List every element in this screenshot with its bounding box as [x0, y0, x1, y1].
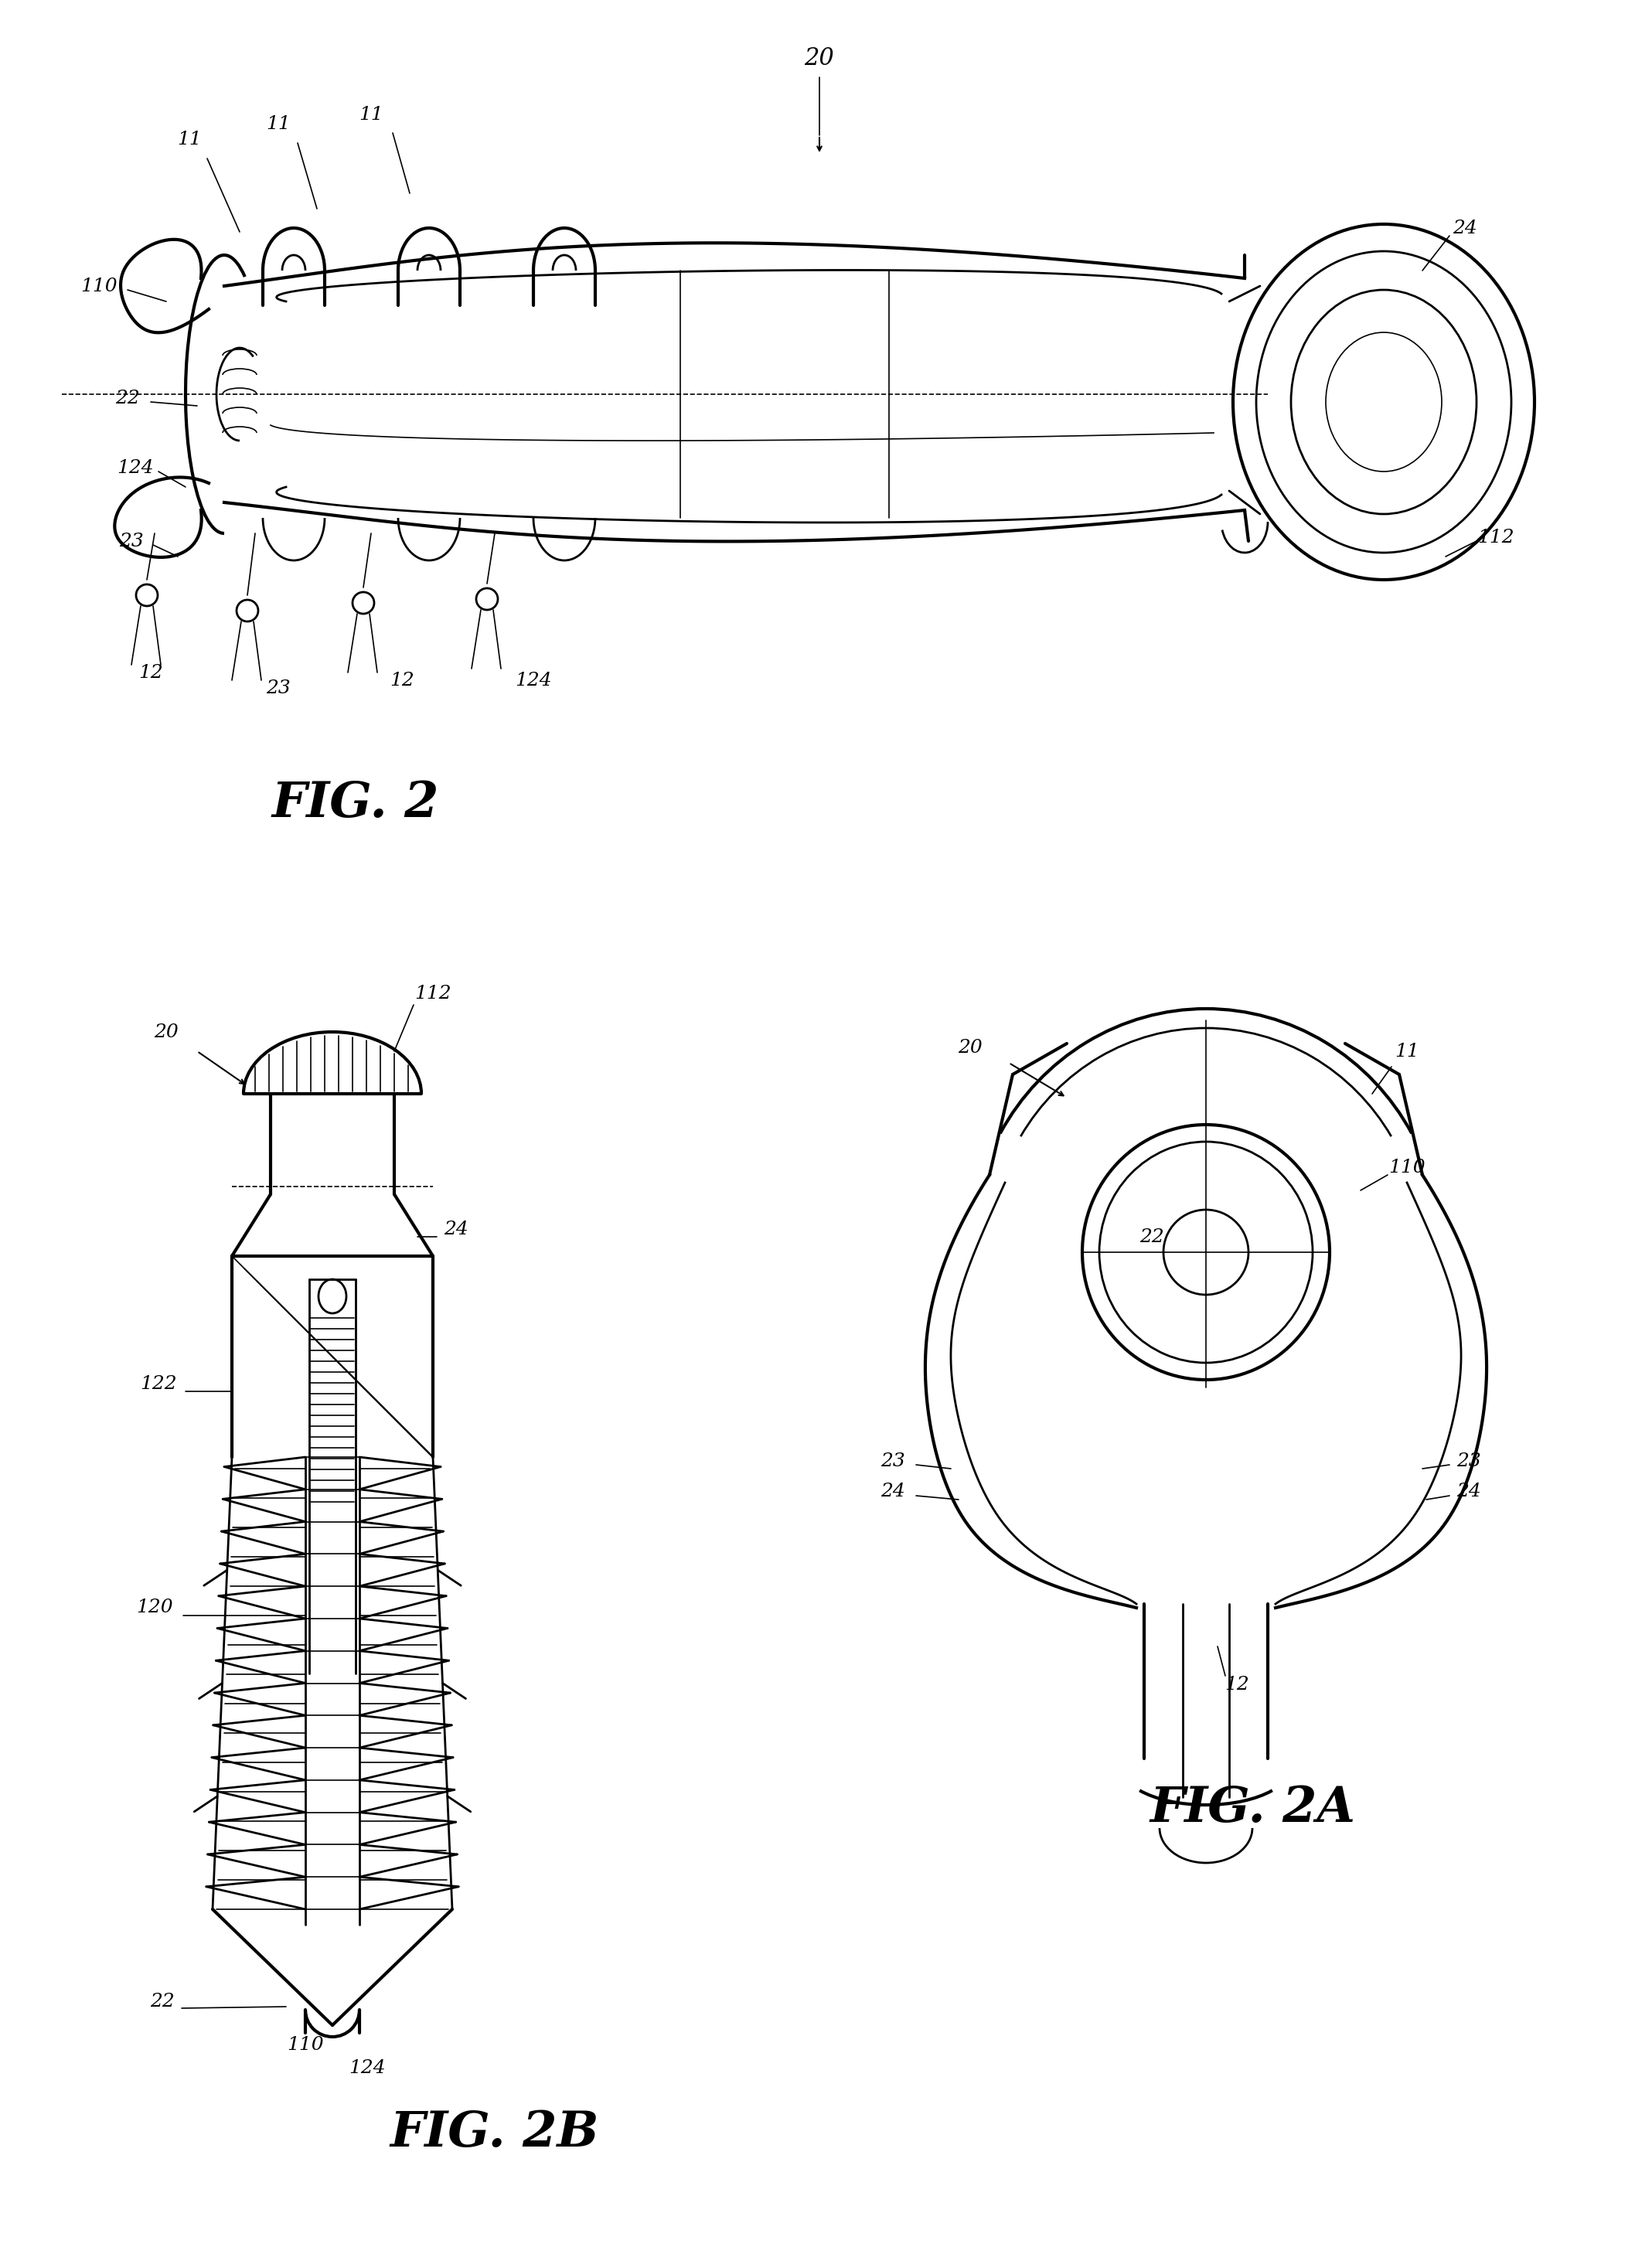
- Text: 124: 124: [117, 460, 154, 476]
- Text: 11: 11: [266, 115, 291, 133]
- Text: 23: 23: [881, 1452, 905, 1470]
- Text: 22: 22: [116, 390, 140, 408]
- Text: 23: 23: [1457, 1452, 1482, 1470]
- Text: FIG. 2A: FIG. 2A: [1150, 1785, 1355, 1833]
- Text: FIG. 2: FIG. 2: [273, 780, 439, 827]
- Text: 11: 11: [358, 106, 383, 124]
- Text: 110: 110: [81, 277, 117, 295]
- Text: 24: 24: [444, 1219, 469, 1237]
- Text: 22: 22: [150, 1993, 175, 2011]
- Text: 112: 112: [1477, 527, 1515, 545]
- Text: 112: 112: [415, 985, 451, 1003]
- Text: 12: 12: [139, 663, 164, 681]
- Text: 110: 110: [287, 2035, 324, 2053]
- Text: 120: 120: [135, 1598, 173, 1616]
- Text: 122: 122: [140, 1375, 177, 1393]
- Text: 20: 20: [154, 1023, 178, 1041]
- Text: 110: 110: [1389, 1159, 1426, 1177]
- Text: 24: 24: [881, 1483, 905, 1501]
- Text: 124: 124: [349, 2058, 385, 2076]
- Text: 24: 24: [1457, 1483, 1482, 1501]
- Text: 20: 20: [958, 1039, 983, 1057]
- Text: 23: 23: [266, 678, 291, 696]
- Text: 11: 11: [177, 131, 202, 149]
- Text: 23: 23: [119, 532, 144, 550]
- Text: FIG. 2B: FIG. 2B: [390, 2110, 600, 2157]
- Text: 24: 24: [1452, 219, 1477, 237]
- Text: 124: 124: [515, 672, 552, 690]
- Text: 22: 22: [1140, 1228, 1165, 1246]
- Text: 12: 12: [390, 672, 415, 690]
- Text: 12: 12: [1224, 1677, 1249, 1695]
- Text: 11: 11: [1394, 1041, 1419, 1059]
- Text: 20: 20: [805, 45, 834, 70]
